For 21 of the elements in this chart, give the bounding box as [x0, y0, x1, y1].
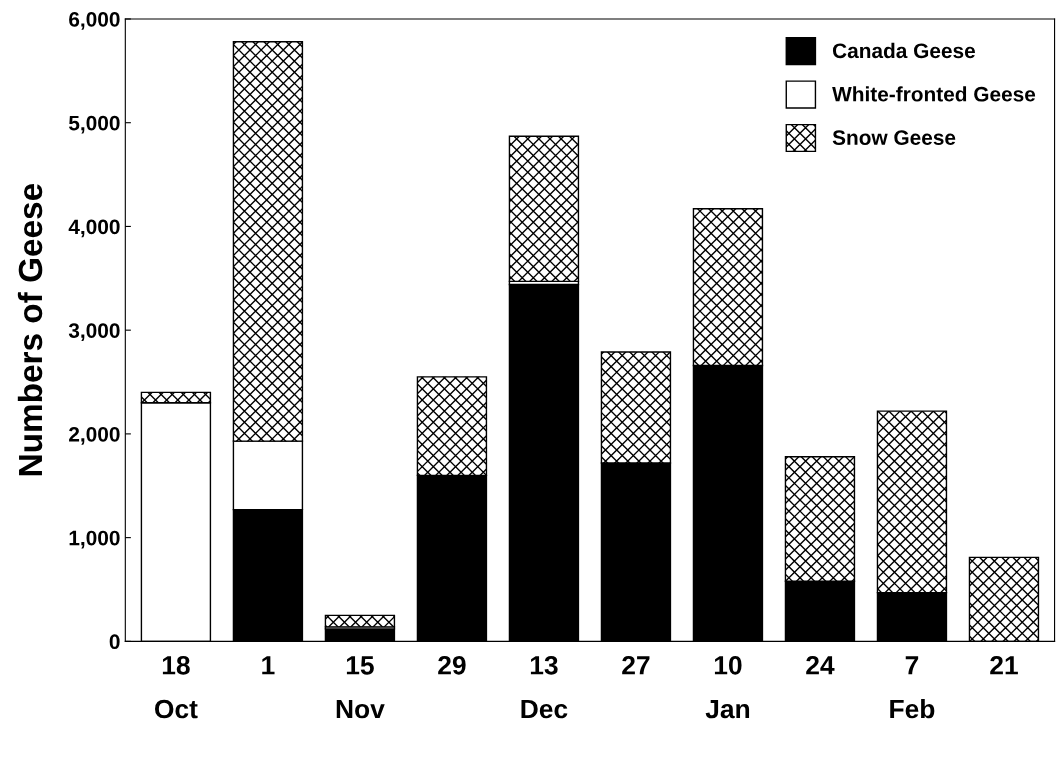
legend-label: White-fronted Geese	[832, 86, 1036, 102]
x-tick-label: 21	[990, 655, 1018, 675]
x-tick-label: 10 Jan	[705, 655, 750, 719]
y-tick-label: 2,000	[69, 426, 120, 445]
x-tick-label: 7 Feb	[890, 656, 935, 719]
y-tick-label: 6,000	[69, 11, 120, 30]
y-tick-label: 5,000	[68, 115, 120, 134]
y-axis-title: Numbers of Geese	[17, 184, 43, 476]
legend-label: Snow Geese	[832, 130, 956, 146]
x-tick-label: 18 Oct	[155, 655, 198, 719]
x-tick-label: 29	[438, 655, 466, 675]
y-tick-label: 1,000	[69, 530, 120, 549]
x-tick-label: 24	[806, 655, 835, 675]
x-tick-label: 13 Dec	[521, 655, 568, 719]
x-tick-label: 1	[262, 656, 275, 675]
legend-label: Canada Geese	[832, 42, 975, 59]
y-tick-label: 4,000	[68, 219, 120, 238]
y-tick-label: 0	[109, 634, 120, 650]
x-tick-label: 27	[622, 655, 650, 675]
y-tick-label: 3,000	[68, 323, 120, 341]
x-tick-label: 15 Nov	[336, 656, 385, 719]
